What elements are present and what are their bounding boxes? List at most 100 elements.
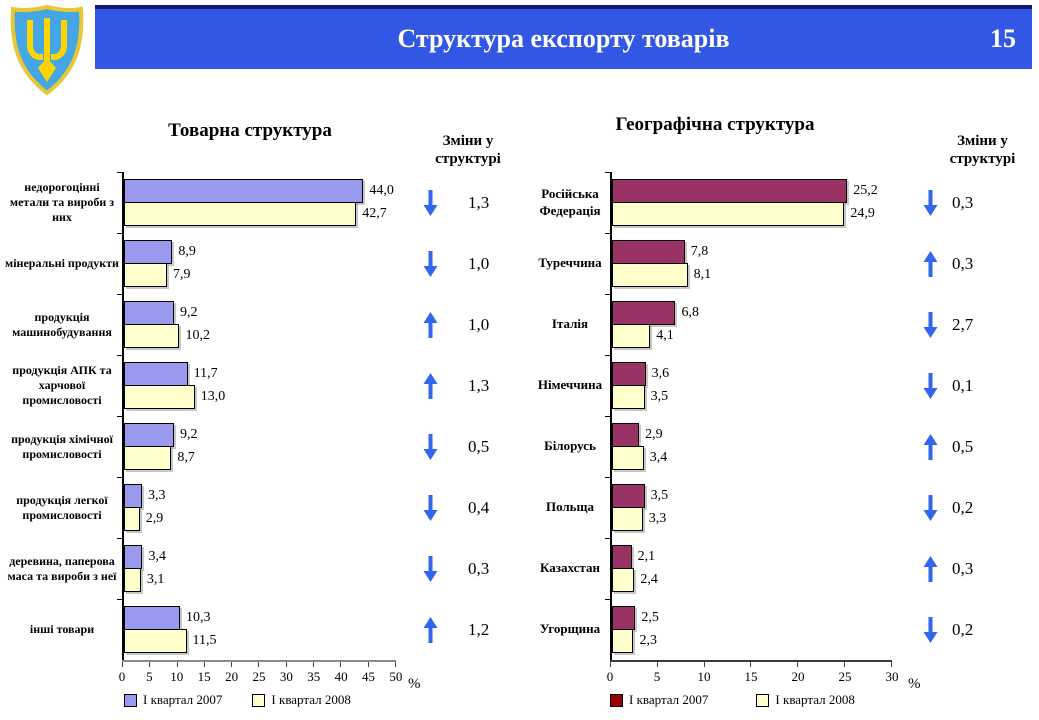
bar-2007: 8,9 bbox=[124, 240, 396, 264]
bar-2007: 25,2 bbox=[612, 179, 892, 203]
bar-fill-2007 bbox=[612, 423, 640, 447]
chart-row: Туреччина 7,8 8,1 bbox=[530, 233, 892, 294]
bar-2008: 10,2 bbox=[124, 324, 396, 348]
chart-row: Казахстан 2,1 2,4 bbox=[530, 538, 892, 599]
bar-value: 3,5 bbox=[650, 389, 669, 404]
legend-label: І квартал 2008 bbox=[271, 692, 351, 707]
change-value: 2,7 bbox=[952, 314, 974, 334]
change-value: 0,3 bbox=[468, 558, 490, 578]
bar-value: 10,3 bbox=[186, 610, 211, 625]
bar-value: 11,7 bbox=[193, 366, 218, 381]
bar-2008: 3,1 bbox=[124, 568, 396, 592]
change-arrow-icon bbox=[923, 433, 938, 460]
bar-2007: 11,7 bbox=[124, 362, 396, 386]
legend: І квартал 2007 І квартал 2008 bbox=[610, 692, 855, 708]
change-cell: 0,3 bbox=[920, 172, 1035, 233]
change-cell: 0,3 bbox=[415, 538, 525, 599]
bar-value: 2,5 bbox=[641, 610, 659, 625]
bar-fill-2007 bbox=[612, 545, 632, 569]
bar-fill-2008 bbox=[124, 446, 172, 470]
bar-zone: 9,2 8,7 bbox=[117, 416, 396, 477]
bar-value: 4,1 bbox=[656, 328, 674, 343]
bar-fill-2008 bbox=[612, 568, 635, 592]
category-label: Угорщина bbox=[539, 621, 601, 637]
bar-zone: 44,0 42,7 bbox=[117, 172, 396, 233]
bar-zone: 25,2 24,9 bbox=[605, 172, 892, 233]
bar-fill-2007 bbox=[124, 484, 142, 508]
bar-fill-2007 bbox=[124, 423, 175, 447]
bar-fill-2007 bbox=[612, 301, 676, 325]
bar-value: 9,2 bbox=[180, 305, 198, 320]
percent-label: % bbox=[408, 676, 421, 692]
bar-zone: 3,3 2,9 bbox=[117, 477, 396, 538]
legend-swatch bbox=[610, 693, 623, 707]
legend-item: І квартал 2007 bbox=[610, 692, 708, 708]
bar-fill-2008 bbox=[124, 263, 167, 287]
bar-zone: 3,4 3,1 bbox=[117, 538, 396, 599]
x-axis-ticks bbox=[122, 662, 396, 667]
bar-2007: 3,4 bbox=[124, 545, 396, 569]
bar-fill-2007 bbox=[124, 240, 173, 264]
change-arrow-icon bbox=[423, 311, 438, 338]
bar-fill-2008 bbox=[612, 324, 651, 348]
change-value: 0,4 bbox=[468, 497, 490, 517]
category-label: Німеччина bbox=[537, 377, 603, 393]
chart-row: Білорусь 2,9 3,4 bbox=[530, 416, 892, 477]
bar-fill-2007 bbox=[124, 545, 143, 569]
legend: І квартал 2007 І квартал 2008 bbox=[124, 692, 351, 708]
bar-value: 6,8 bbox=[681, 305, 699, 320]
category-label: Білорусь bbox=[544, 438, 596, 454]
change-value: 0,5 bbox=[952, 436, 974, 456]
category-label: Туреччина bbox=[538, 255, 602, 271]
change-arrow-icon bbox=[923, 494, 938, 521]
legend-swatch bbox=[124, 693, 137, 707]
change-arrow-icon bbox=[423, 189, 438, 216]
bar-fill-2007 bbox=[124, 606, 181, 630]
bar-zone: 3,6 3,5 bbox=[605, 355, 892, 416]
changes-column: 0,3 0,3 2,7 0,1 0,5 0,2 bbox=[920, 172, 1035, 660]
change-cell: 0,1 bbox=[920, 355, 1035, 416]
bar-value: 2,9 bbox=[645, 427, 663, 442]
change-value: 1,3 bbox=[468, 192, 490, 212]
legend-swatch bbox=[756, 693, 770, 707]
bar-2008: 8,1 bbox=[612, 263, 892, 287]
plot-area: Російська Федерація 25,2 24,9 Туреччина … bbox=[530, 172, 892, 660]
x-axis-ticks bbox=[610, 662, 892, 667]
change-arrow-icon bbox=[923, 189, 938, 216]
change-value: 0,3 bbox=[952, 192, 974, 212]
bar-fill-2007 bbox=[124, 179, 364, 203]
bar-fill-2007 bbox=[124, 301, 175, 325]
category-label: продукція легкої промисловості bbox=[16, 492, 108, 522]
bar-2007: 44,0 bbox=[124, 179, 396, 203]
bar-value: 7,9 bbox=[172, 267, 191, 282]
change-value: 0,2 bbox=[952, 619, 974, 639]
bar-fill-2007 bbox=[612, 179, 848, 203]
bar-2007: 9,2 bbox=[124, 423, 396, 447]
x-axis: 0 5 10 15 20 25 30 bbox=[607, 660, 899, 685]
bar-fill-2007 bbox=[124, 362, 188, 386]
bar-value: 7,8 bbox=[690, 244, 709, 259]
bar-2007: 10,3 bbox=[124, 606, 396, 630]
chart-row: продукція АПК та харчової промисловості … bbox=[2, 355, 396, 416]
bar-value: 11,5 bbox=[192, 633, 217, 648]
x-axis-labels: 0 5 10 15 20 25 30 35 40 45 50 bbox=[118, 669, 403, 684]
change-value: 1,0 bbox=[468, 314, 490, 334]
ukraine-coat-of-arms-icon bbox=[8, 4, 86, 96]
bar-value: 2,9 bbox=[145, 511, 164, 526]
percent-label: % bbox=[908, 676, 921, 692]
change-cell: 1,0 bbox=[415, 233, 525, 294]
bar-fill-2008 bbox=[124, 629, 187, 653]
bar-2008: 3,5 bbox=[612, 385, 892, 409]
change-value: 1,2 bbox=[468, 619, 490, 639]
change-cell: 1,3 bbox=[415, 355, 525, 416]
change-value: 0,3 bbox=[952, 253, 974, 273]
chart-row: Німеччина 3,6 3,5 bbox=[530, 355, 892, 416]
bar-value: 24,9 bbox=[850, 206, 875, 221]
change-cell: 0,4 bbox=[415, 477, 525, 538]
change-arrow-icon bbox=[423, 616, 438, 643]
bar-fill-2008 bbox=[612, 385, 645, 409]
x-axis-line bbox=[122, 660, 396, 662]
change-cell: 0,2 bbox=[920, 477, 1035, 538]
chart-row: мінеральні продукти 8,9 7,9 bbox=[2, 233, 396, 294]
bar-value: 2,1 bbox=[637, 549, 656, 564]
